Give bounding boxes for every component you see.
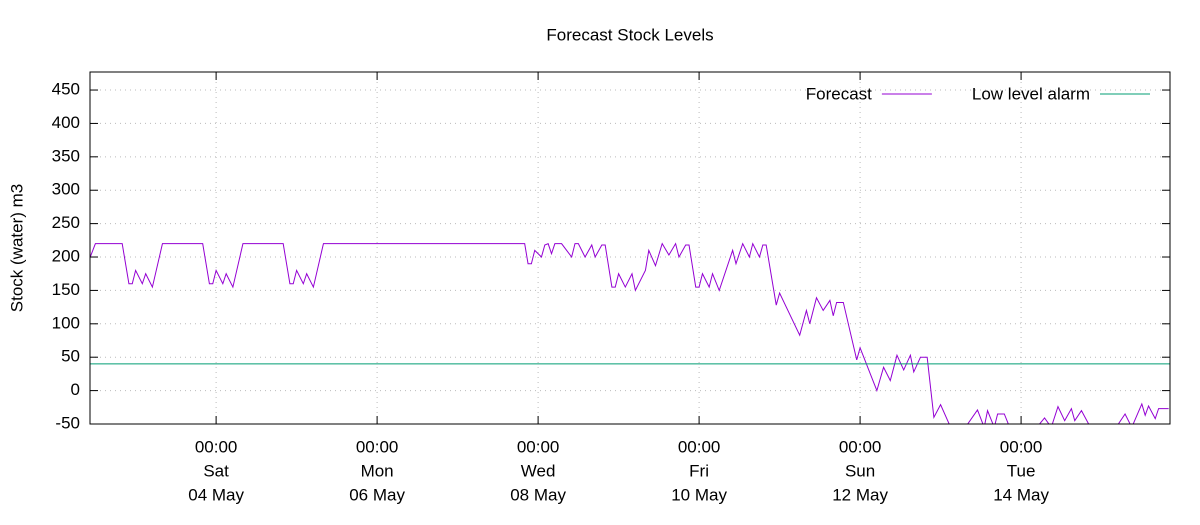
- x-tick-label: Tue: [1007, 461, 1036, 480]
- plot-frame: [89, 71, 1171, 425]
- chart-title: Forecast Stock Levels: [546, 25, 713, 44]
- x-tick-label: 12 May: [832, 485, 888, 504]
- y-tick-label: 450: [52, 80, 80, 99]
- x-tick-label: 00:00: [517, 437, 560, 456]
- legend-label: Low level alarm: [972, 84, 1090, 103]
- x-tick-label: 08 May: [510, 485, 566, 504]
- x-tick-label: Sat: [203, 461, 229, 480]
- ticks: -50 0 50 100 150 200 250 300 350 400 450 00:00 Sat 04…: [52, 72, 1170, 504]
- x-tick-label: 00:00: [356, 437, 399, 456]
- y-tick-label: 300: [52, 180, 80, 199]
- x-tick-label: 10 May: [671, 485, 727, 504]
- y-tick-label: 0: [71, 380, 80, 399]
- data-line: [90, 242, 1169, 424]
- y-tick-label: -50: [55, 413, 80, 432]
- x-tick-label: Mon: [361, 461, 394, 480]
- plot-area: [90, 242, 1170, 424]
- x-tick-label: 00:00: [839, 437, 882, 456]
- y-tick-label: 50: [61, 347, 80, 366]
- y-tick-label: 200: [52, 247, 80, 266]
- x-tick-label: 00:00: [1000, 437, 1043, 456]
- x-tick-label: Sun: [845, 461, 875, 480]
- y-tick-label: 100: [52, 313, 80, 332]
- y-tick-label: 250: [52, 213, 80, 232]
- grid: [90, 72, 1170, 424]
- y-tick-label: 350: [52, 146, 80, 165]
- y-axis-label: Stock (water) m3: [7, 184, 26, 312]
- y-tick-label: 400: [52, 113, 80, 132]
- legend: Low level alarm Forecast: [806, 84, 1150, 103]
- x-tick-label: 04 May: [188, 485, 244, 504]
- legend-label: Forecast: [806, 84, 872, 103]
- x-tick-label: 00:00: [195, 437, 238, 456]
- x-tick-label: 06 May: [349, 485, 405, 504]
- x-tick-label: Wed: [521, 461, 556, 480]
- y-tick-label: 150: [52, 280, 80, 299]
- x-tick-label: 14 May: [993, 485, 1049, 504]
- x-tick-label: 00:00: [678, 437, 721, 456]
- x-tick-label: Fri: [689, 461, 709, 480]
